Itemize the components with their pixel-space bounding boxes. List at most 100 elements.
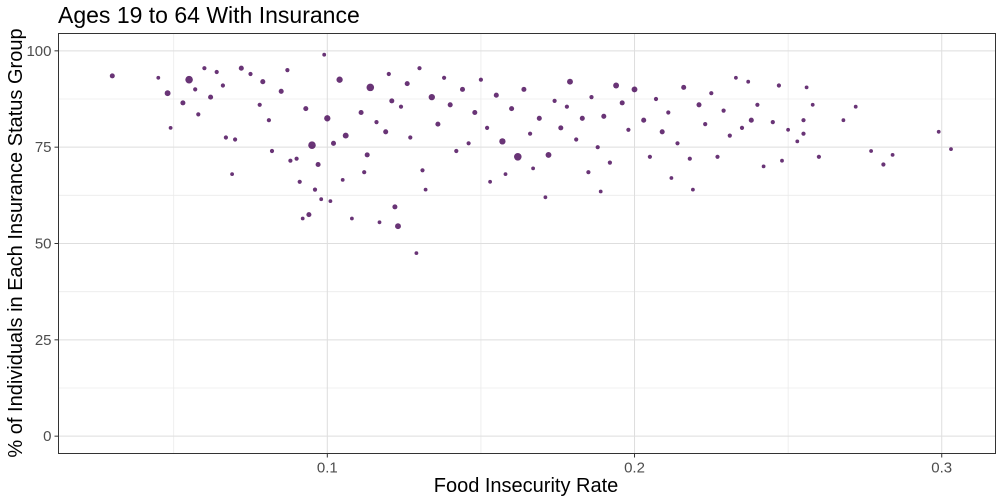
y-tick-label: 0 [43,428,51,445]
scatter-point [703,122,708,127]
scatter-point [543,195,548,200]
y-axis-title: % of Individuals in Each Insurance Statu… [5,28,27,457]
scatter-point [601,113,607,119]
scatter-point [691,187,695,192]
scatter-point [521,86,527,92]
scatter-point [185,75,193,84]
scatter-point [641,117,647,123]
scatter-point [696,102,702,108]
scatter-point [746,79,751,84]
scatter-point [564,104,570,109]
scatter-point [358,109,364,116]
chart-title: Ages 19 to 64 With Insurance [58,2,360,28]
scatter-point [214,69,219,75]
scatter-point [619,100,625,106]
scatter-point [340,178,345,182]
scatter-point [312,187,318,192]
scatter-point [734,75,738,80]
scatter-point [681,84,687,90]
scatter-point [545,151,552,158]
scatter-point [389,98,395,104]
y-tick-label: 50 [35,236,52,253]
scatter-point [770,120,775,125]
scatter-point [383,129,389,135]
x-tick-label: 0.2 [624,460,645,477]
scatter-point [659,129,665,135]
scatter-point [308,141,316,149]
scatter-point [586,170,591,175]
scatter-point [528,131,533,136]
scatter-point [180,100,186,106]
scatter-point [392,204,398,210]
scatter-point [330,140,337,146]
scatter-point [233,137,238,142]
y-tick-label: 100 [26,43,51,60]
scatter-point [208,94,214,100]
y-tick-label: 25 [35,332,52,349]
scatter-point [278,88,284,94]
scatter-point [579,115,585,121]
scatter-point [257,102,262,107]
scatter-point [536,115,542,121]
scatter-point [795,139,800,144]
scatter-point [598,189,603,194]
scatter-point [631,86,638,93]
scatter-point [423,187,428,192]
scatter-point [156,75,161,80]
scatter-point [881,162,886,167]
scatter-point [322,52,327,57]
scatter-point [306,212,312,218]
scatter-point [472,109,478,116]
scatter-point [168,126,173,130]
scatter-point [786,127,790,132]
scatter-point [810,102,815,107]
scatter-point [164,90,171,97]
scatter-point [454,148,459,154]
scatter-point [675,141,680,146]
scatter-point [607,160,613,165]
x-tick-label: 0.3 [931,460,952,477]
scatter-point [478,77,483,82]
scatter-point [294,156,299,161]
scatter-point [288,158,293,163]
x-tick-label: 0.1 [317,460,338,477]
scatter-point [315,161,321,168]
scatter-point [721,108,726,113]
scatter-point [776,83,782,88]
scatter-point [466,141,471,146]
scatter-point [488,179,492,184]
scatter-point [589,95,594,100]
scatter-point [499,138,506,145]
scatter-point [531,166,535,171]
scatter-point [626,127,631,132]
scatter-point [459,86,466,92]
scatter-point [297,179,302,184]
scatter-point [485,125,490,130]
scatter-point [202,66,207,71]
scatter-point [801,131,806,136]
scatter-point [780,158,784,163]
scatter-point [230,172,234,176]
scatter-point [755,102,760,107]
scatter-point [552,98,557,103]
scatter-point [428,93,435,101]
scatter-point [193,87,198,92]
scatter-point [727,133,732,138]
scatter-point [936,129,941,134]
scatter-point [196,112,201,117]
scatter-point [816,154,822,159]
scatter-point [266,118,271,123]
scatter-point [801,118,806,123]
x-axis-title: Food Insecurity Rate [434,475,619,497]
scatter-point [366,83,375,92]
scatter-point [669,176,674,180]
scatter-point [414,251,419,255]
scatter-point [408,135,413,140]
scatter-point [558,125,564,131]
scatter-point [567,78,573,85]
scatter-point [595,145,600,150]
scatter-point [761,164,766,169]
scatter-point [514,153,522,161]
scatter-point [285,68,290,73]
scatter-point [324,115,331,122]
